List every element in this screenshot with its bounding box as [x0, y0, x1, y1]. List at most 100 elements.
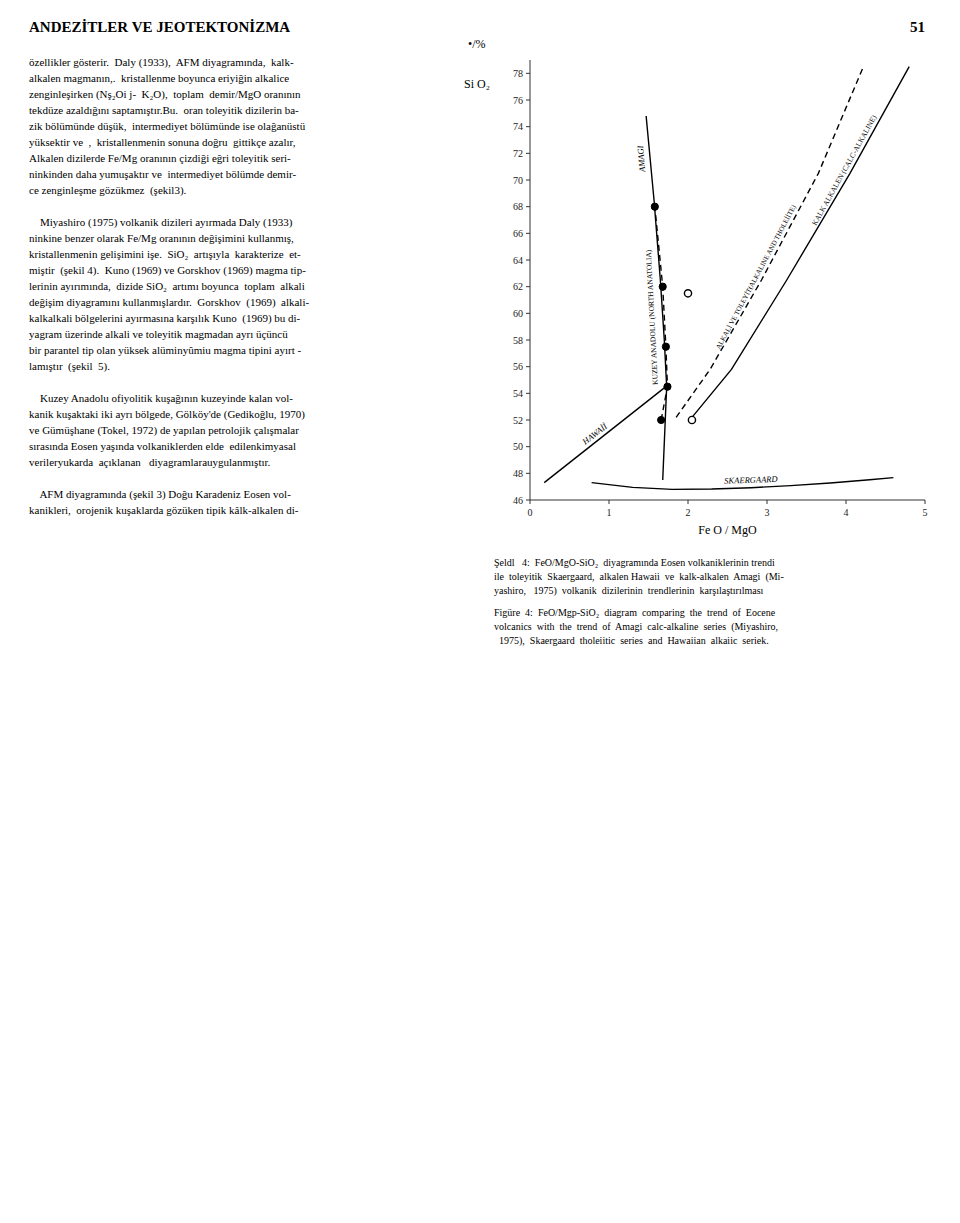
- body-line: kristallenmenin gelişimini işe. SiO₂ art…: [29, 248, 301, 260]
- y-tick-label: 64: [513, 255, 523, 266]
- body-line: tekdüze azaldığını saptamıştır.Bu. oran …: [29, 104, 299, 116]
- body-line: miştir (şekil 4). Kuno (1969) ve Gorskho…: [29, 264, 306, 277]
- y-tick: [526, 153, 530, 154]
- x-tick-label: 0: [528, 507, 533, 518]
- series-label: ALKALİ VE TOLEYİT(ALKALINE AND THOLEİİTE…: [714, 203, 798, 351]
- chart: 46 48 50 52 54 56 58 60 62 64 66 68 70 72 74 76 78 0 1 2 3 4 5…: [464, 37, 928, 537]
- y-tick-label: 50: [513, 441, 523, 452]
- y-axis-label: Si O₂: [464, 77, 490, 91]
- body-line: yüksektir ve , kristallenmenin sonuna do…: [29, 136, 296, 148]
- open-dot: [688, 416, 695, 423]
- y-tick: [526, 126, 530, 127]
- body-line: kanikleri, orojenik kuşaklarda gözüken t…: [29, 504, 299, 516]
- body-text: özellikler gösterir. Daly (1933), AFM di…: [29, 56, 309, 516]
- caption-line: 1975), Skaergaard tholeiitic series and …: [494, 635, 769, 647]
- x-tick-label: 1: [607, 507, 612, 518]
- y-tick: [526, 446, 530, 447]
- y-tick: [526, 100, 530, 101]
- y-tick-label: 48: [513, 468, 523, 479]
- x-tick: [925, 500, 926, 504]
- caption-line: ile toleyitik Skaergaard, alkalen Hawaii…: [494, 571, 784, 583]
- y-tick: [526, 420, 530, 421]
- x-tick: [846, 500, 847, 504]
- y-tick-label: 52: [513, 415, 523, 426]
- y-tick: [526, 233, 530, 234]
- body-line: sırasında Eosen yaşında volkaniklerden e…: [29, 440, 296, 452]
- body-line: ninkine benzer olarak Fe/Mg oranının değ…: [29, 232, 294, 244]
- x-axis-line: [530, 500, 925, 501]
- y-tick-label: 54: [513, 388, 523, 399]
- series-line: [676, 67, 863, 418]
- y-tick-label: 72: [513, 148, 523, 159]
- series-line: [692, 67, 909, 418]
- page-number: 51: [910, 19, 925, 35]
- body-line: ve Gümüşhane (Tokel, 1972) de yapılan pe…: [29, 424, 299, 437]
- series-label: KALK ALKALEN (CALC-ALKALINE): [810, 113, 879, 227]
- filled-dot: [659, 283, 666, 290]
- series-label: HAWAİİ: [580, 421, 610, 448]
- y-tick: [526, 180, 530, 181]
- body-line: zenginleşirken (Nş₂Oi j- K₂O), toplam de…: [29, 88, 301, 101]
- body-line: değişim diyagramını kullanmışlardır. Gor…: [29, 296, 309, 309]
- body-line: Miyashiro (1975) volkanik dizileri ayırm…: [29, 216, 293, 229]
- y-tick-label: 58: [513, 335, 523, 346]
- y-tick: [526, 366, 530, 367]
- series-labels: SKAERGAARD HAWAİİ AMAGI KUZEY ANADOLU (NORT…: [580, 113, 879, 486]
- y-tick-label: 60: [513, 308, 523, 319]
- body-line: ninkinden daha yumuşaktır ve intermediye…: [29, 168, 296, 180]
- y-tick: [526, 340, 530, 341]
- body-line: özellikler gösterir. Daly (1933), AFM di…: [29, 56, 294, 69]
- y-tick-label: 74: [513, 121, 523, 132]
- caption-line: yashiro, 1975) volkanik dizilerinin tren…: [494, 585, 764, 597]
- page-header: ANDEZİTLER VE JEOTEKTONİZMA: [29, 19, 290, 35]
- y-tick-label: 70: [513, 175, 523, 186]
- filled-dot: [658, 416, 665, 423]
- body-line: lerinin ayırımında, dizide SiO₂ artımı b…: [29, 280, 305, 292]
- caption-line: Figüre 4: FeO/Mgp-SiO₂ diagram comparing…: [494, 607, 776, 618]
- x-axis-label: Fe O / MgO: [698, 523, 757, 537]
- series-label: SKAERGAARD: [724, 474, 779, 486]
- y-tick-label: 56: [513, 361, 523, 372]
- x-tick-label: 3: [765, 507, 770, 518]
- body-line: lamıştır (şekil 5).: [29, 360, 110, 373]
- body-line: Kuzey Anadolu ofiyolitik kuşağının kuzey…: [29, 392, 293, 404]
- y-axis-unit: •/%: [468, 37, 486, 51]
- body-line: alkalen magmanın,. kristallenme boyunca …: [29, 72, 289, 84]
- plot-data: [544, 67, 909, 490]
- body-line: kalkalkali bölgelerini ayırmasına karşıl…: [29, 312, 301, 325]
- y-tick: [526, 73, 530, 74]
- y-tick: [526, 500, 530, 501]
- filled-dot: [651, 203, 658, 210]
- series-label: AMAGI: [635, 144, 648, 173]
- body-line: bir parantel tip olan yüksek alüminyûmiu…: [29, 344, 302, 356]
- y-tick-label: 66: [513, 228, 523, 239]
- caption-line: Şeldl 4: FeO/MgO-SiO₂ diyagramında Eosen…: [494, 557, 775, 568]
- body-line: verileryukarda açıklanan diyagramlarauyg…: [29, 456, 273, 468]
- body-line: ce zenginleşme gözükmez (şekil3).: [29, 184, 187, 197]
- x-tick-label: 5: [923, 507, 928, 518]
- body-line: Alkalen dizilerde Fe/Mg oranının çizdiği…: [29, 152, 291, 164]
- y-tick-label: 68: [513, 201, 523, 212]
- filled-dot: [664, 383, 671, 390]
- series-label: KUZEY ANADOLU (NORTH ANATOLIA): [644, 249, 660, 385]
- y-tick: [526, 393, 530, 394]
- x-tick-label: 2: [686, 507, 691, 518]
- captions: Şeldl 4: FeO/MgO-SiO₂ diyagramında Eosen…: [494, 557, 784, 647]
- y-tick: [526, 260, 530, 261]
- y-tick-label: 76: [513, 95, 523, 106]
- y-tick: [526, 286, 530, 287]
- y-tick-label: 62: [513, 281, 523, 292]
- y-tick-label: 46: [513, 495, 523, 506]
- body-line: yagram üzerinde alkali ve toleyitik magm…: [29, 328, 288, 340]
- caption-line: volcanics with the trend of Amagi calc-a…: [494, 621, 778, 633]
- x-tick: [609, 500, 610, 504]
- body-line: kanik kuşaktaki iki ayrı bölgede, Gölköy…: [29, 408, 305, 421]
- y-axis-line: [530, 60, 531, 500]
- x-tick: [767, 500, 768, 504]
- series-line: [544, 387, 666, 483]
- y-tick: [526, 313, 530, 314]
- x-tick-label: 4: [844, 507, 849, 518]
- y-tick-label: 78: [513, 68, 523, 79]
- x-tick: [688, 500, 689, 504]
- page: ANDEZİTLER VE JEOTEKTONİZMA51özellikler …: [0, 0, 960, 1223]
